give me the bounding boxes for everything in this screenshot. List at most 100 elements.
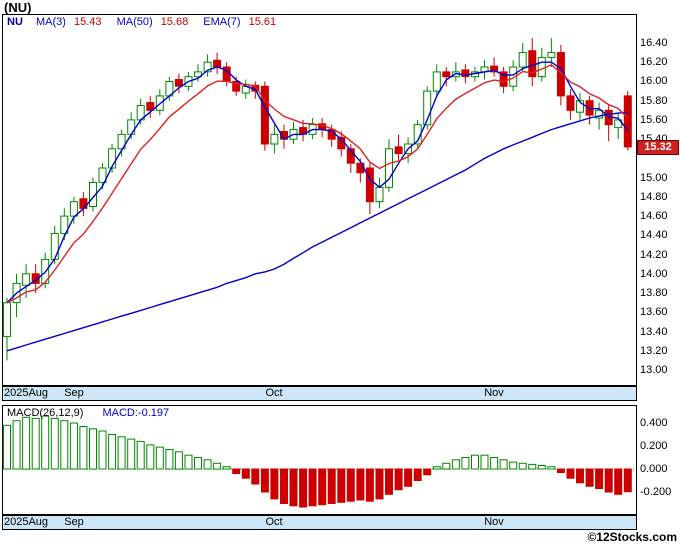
candle [461,64,470,84]
candle [423,86,432,130]
macd-bar [451,459,460,470]
macd-bar [79,426,88,470]
macd-date-axis: 2025Aug Sep Oct Nov [2,515,637,530]
copyright: ©12Stocks.com [587,530,677,544]
macd-bar [385,468,393,495]
ma50-line [6,111,628,352]
macd-bar [22,416,31,470]
macd-bar [270,468,279,500]
macd-bar [537,465,546,470]
candle [537,47,546,82]
macd-bar [509,461,518,470]
macd-bar [60,420,69,470]
date-label: Sep [64,387,84,399]
macd-bar [89,428,97,470]
macd-bar [232,468,241,475]
price-tick: 14.40 [640,229,668,241]
candle [623,91,632,151]
price-tick: 13.00 [640,364,668,376]
date-label: Nov [484,516,504,528]
date-label: Oct [265,387,283,399]
macd-bar [251,468,260,485]
macd-legend-value: MACD:-0.197 [102,407,170,419]
macd-bar [614,468,623,495]
macd-bar [194,457,202,470]
candle [404,137,413,164]
price-tick: 16.00 [640,75,668,87]
price-tick: 13.20 [640,345,668,357]
macd-histogram [3,415,632,508]
macd-bar [165,449,174,470]
candle [3,297,11,361]
current-price-badge: 15.32 [637,140,679,155]
macd-tick: 0.000 [640,463,668,475]
macd-bar [576,468,584,484]
candle [117,129,126,157]
ma3-line [6,61,629,304]
macd-bar [346,468,355,502]
candle [260,81,269,151]
legend-ma50-value: 15.68 [160,16,189,28]
candle [375,177,384,209]
macd-bar [604,468,613,493]
price-tick: 14.80 [640,191,668,203]
legend-ema7-label: EMA(7) [203,16,241,28]
macd-legend-label: MACD(26,12,9) [7,407,84,419]
macd-bar [404,468,413,487]
price-legend: NU MA(3) 15.43 MA(50) 15.68 EMA(7) 15.61 [7,16,288,29]
price-tick: 13.60 [640,306,668,318]
candle [79,192,88,217]
candle [203,54,212,77]
candle [69,196,78,224]
macd-bar [108,434,117,470]
price-tick: 14.60 [640,210,668,222]
candle [432,64,441,96]
legend-ma3-value: 15.43 [73,16,102,28]
price-panel: NU MA(3) 15.43 MA(50) 15.68 EMA(7) 15.61 [2,14,637,386]
macd-bar [98,430,107,470]
macd-bar [499,459,508,470]
date-label: 2025Aug [4,516,49,528]
macd-bar [3,424,11,470]
candle [346,144,355,173]
macd-bar [31,417,40,470]
candle [442,67,451,87]
candle [614,112,623,140]
candle [528,38,537,87]
macd-value-axis: 0.400 0.200 0.000 -0.200 [639,406,680,514]
macd-bar [69,422,78,470]
macd-panel: MACD(26,12,9) MACD:-0.197 [2,405,637,515]
macd-bar [394,468,403,491]
candle [518,43,527,72]
date-label: 2025Aug [4,387,49,399]
macd-bar [547,466,556,470]
candle [365,163,374,215]
price-tick: 13.80 [640,287,668,299]
macd-bar [203,459,212,470]
macd-bar [12,420,21,470]
candle [490,57,499,77]
macd-bar [566,468,575,479]
macd-bar [528,463,537,470]
price-tick: 14.00 [640,268,668,280]
candle [270,124,279,154]
candle [585,95,594,125]
candle [222,62,231,87]
price-tick: 14.20 [640,249,668,261]
candle [108,144,117,173]
price-tick: 16.40 [640,37,668,49]
candle [213,52,222,74]
date-label: Oct [265,516,283,528]
macd-bar [480,454,489,470]
macd-bar [623,468,632,493]
price-tick: 16.20 [640,56,668,68]
macd-bar [356,468,365,501]
macd-bar [432,466,441,470]
candle [89,177,97,212]
date-label: Sep [64,516,84,528]
macd-bar [146,444,155,470]
candle [174,73,183,93]
macd-bar [222,466,231,470]
candle [566,89,575,120]
macd-bar [280,468,288,504]
